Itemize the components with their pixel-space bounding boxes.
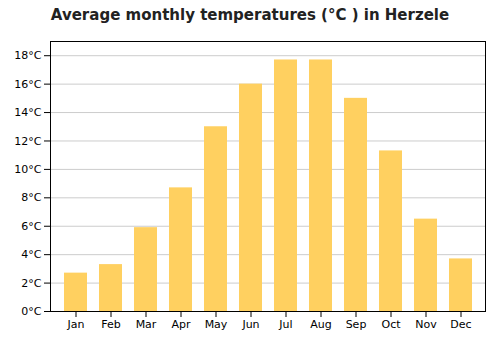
svg-text:18°C: 18°C — [14, 49, 41, 62]
svg-text:2°C: 2°C — [21, 277, 41, 290]
svg-text:Sep: Sep — [346, 318, 367, 331]
svg-text:Dec: Dec — [450, 318, 471, 331]
svg-text:Jul: Jul — [278, 318, 292, 331]
svg-text:14°C: 14°C — [14, 106, 41, 119]
svg-text:0°C: 0°C — [21, 305, 41, 318]
svg-text:12°C: 12°C — [14, 134, 41, 147]
svg-text:May: May — [205, 318, 228, 331]
svg-text:10°C: 10°C — [14, 163, 41, 176]
svg-text:Jan: Jan — [67, 318, 85, 331]
svg-text:Apr: Apr — [171, 318, 191, 331]
svg-text:Aug: Aug — [310, 318, 331, 331]
svg-text:16°C: 16°C — [14, 78, 41, 91]
svg-text:6°C: 6°C — [21, 220, 41, 233]
svg-text:Nov: Nov — [415, 318, 437, 331]
svg-text:Jun: Jun — [241, 318, 259, 331]
html-text:Average monthly temperatures (: Average monthly temperatures (°C ) in He… — [50, 6, 450, 24]
svg-text:Oct: Oct — [381, 318, 401, 331]
svg-text:8°C: 8°C — [21, 191, 41, 204]
svg-text:Mar: Mar — [136, 318, 157, 331]
svg-text:Feb: Feb — [101, 318, 120, 331]
svg-text:4°C: 4°C — [21, 248, 41, 261]
